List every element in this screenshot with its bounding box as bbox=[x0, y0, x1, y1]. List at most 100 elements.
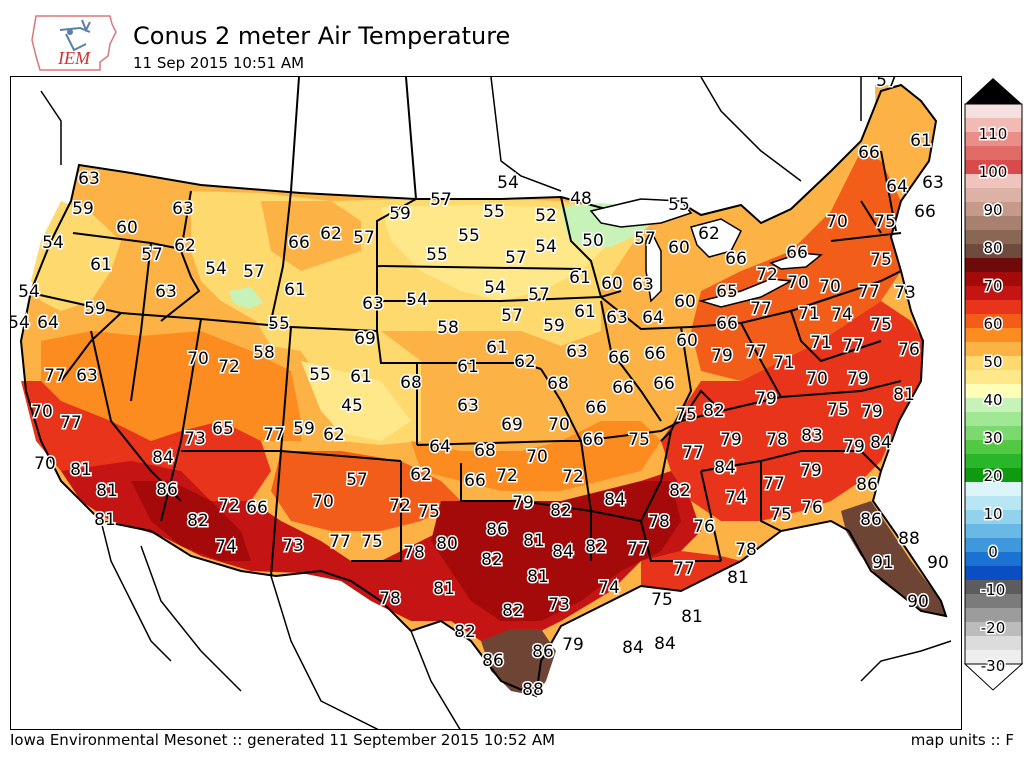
colorbar-band bbox=[965, 342, 1022, 357]
station-temperature-value: 55 bbox=[309, 365, 331, 385]
station-temperature-value: 79 bbox=[512, 493, 534, 513]
station-temperature-value: 54 bbox=[42, 233, 64, 253]
colorbar-band bbox=[965, 622, 1022, 637]
station-temperature-value: 74 bbox=[725, 488, 747, 508]
station-temperature-value: 78 bbox=[766, 430, 788, 450]
station-temperature-value: 75 bbox=[418, 502, 440, 522]
station-temperature-value: 62 bbox=[320, 224, 342, 244]
station-temperature-value: 60 bbox=[116, 218, 138, 238]
station-temperature-value: 81 bbox=[433, 579, 455, 599]
station-temperature-value: 75 bbox=[651, 590, 673, 610]
colorbar-band bbox=[965, 454, 1022, 469]
station-temperature-value: 79 bbox=[562, 635, 584, 655]
colorbar-band bbox=[965, 160, 1022, 175]
colorbar-band bbox=[965, 356, 1022, 371]
station-temperature-value: 82 bbox=[550, 501, 572, 521]
station-temperature-value: 61 bbox=[457, 357, 479, 377]
station-temperature-value: 90 bbox=[927, 553, 949, 573]
colorbar-band bbox=[965, 496, 1022, 511]
station-temperature-value: 70 bbox=[548, 415, 570, 435]
station-temperature-value: 81 bbox=[96, 481, 118, 501]
station-temperature-value: 55 bbox=[458, 226, 480, 246]
station-temperature-value: 81 bbox=[70, 460, 92, 480]
station-temperature-value: 75 bbox=[827, 400, 849, 420]
zone-50-55 bbox=[381, 205, 611, 301]
colorbar-band bbox=[965, 594, 1022, 609]
station-temperature-value: 61 bbox=[284, 280, 306, 300]
zone-60-65-nengland bbox=[875, 85, 936, 171]
station-temperature-value: 84 bbox=[714, 458, 736, 478]
station-temperature-value: 66 bbox=[608, 348, 630, 368]
station-temperature-value: 63 bbox=[155, 282, 177, 302]
station-temperature-value: 57 bbox=[634, 229, 656, 249]
station-temperature-value: 81 bbox=[523, 531, 545, 551]
colorbar-tick-label: 110 bbox=[979, 125, 1008, 143]
colorbar-band bbox=[965, 146, 1022, 161]
colorbar-tick-label: 100 bbox=[979, 163, 1008, 181]
station-temperature-value: 57 bbox=[353, 228, 375, 248]
colorbar-band bbox=[965, 482, 1022, 497]
colorbar-min-arrow-icon bbox=[963, 663, 1024, 691]
colorbar-band bbox=[965, 384, 1022, 399]
station-temperature-value: 72 bbox=[218, 357, 240, 377]
station-temperature-value: 75 bbox=[628, 430, 650, 450]
zone-65-70 bbox=[41, 331, 301, 441]
station-temperature-value: 63 bbox=[457, 396, 479, 416]
colorbar-band bbox=[965, 104, 1022, 119]
station-temperature-value: 59 bbox=[389, 204, 411, 224]
station-temperature-value: 73 bbox=[894, 283, 916, 303]
station-temperature-value: 79 bbox=[711, 346, 733, 366]
station-temperature-value: 88 bbox=[898, 529, 920, 549]
station-temperature-value: 54 bbox=[11, 313, 30, 333]
station-temperature-value: 71 bbox=[810, 333, 832, 353]
station-temperature-value: 79 bbox=[843, 437, 865, 457]
station-temperature-value: 82 bbox=[502, 601, 524, 621]
station-temperature-value: 57 bbox=[346, 470, 368, 490]
station-temperature-value: 77 bbox=[329, 532, 351, 552]
station-temperature-value: 81 bbox=[527, 567, 549, 587]
colorbar-band bbox=[965, 468, 1022, 483]
colorbar-tick-label: -30 bbox=[981, 657, 1006, 675]
station-temperature-value: 60 bbox=[674, 292, 696, 312]
station-temperature-value: 59 bbox=[84, 299, 106, 319]
colorbar-band bbox=[965, 188, 1022, 203]
station-temperature-value: 48 bbox=[570, 189, 592, 209]
zone-90-95-florida bbox=[841, 501, 946, 616]
logo-text: IEM bbox=[57, 48, 91, 68]
station-temperature-value: 79 bbox=[800, 461, 822, 481]
colorbar-band bbox=[965, 398, 1022, 413]
station-temperature-value: 57 bbox=[528, 285, 550, 305]
iem-logo: IEM bbox=[30, 10, 118, 74]
station-temperature-value: 63 bbox=[76, 366, 98, 386]
colorbar-band bbox=[965, 552, 1022, 567]
station-temperature-value: 77 bbox=[750, 299, 772, 319]
station-temperature-value: 77 bbox=[673, 559, 695, 579]
station-temperature-value: 77 bbox=[627, 539, 649, 559]
station-temperature-value: 66 bbox=[858, 143, 880, 163]
station-temperature-value: 72 bbox=[218, 496, 240, 516]
station-temperature-value: 79 bbox=[847, 369, 869, 389]
station-temperature-value: 84 bbox=[622, 638, 644, 658]
station-temperature-value: 65 bbox=[716, 282, 738, 302]
colorbar-tick-label: 60 bbox=[983, 315, 1002, 333]
station-temperature-value: 82 bbox=[585, 537, 607, 557]
station-temperature-value: 78 bbox=[403, 543, 425, 563]
temperature-colorbar: 110 100 90 80 70 60 50 40 30 20 10 0 -10 -20 -30 bbox=[963, 76, 1024, 692]
colorbar-tick-label: -10 bbox=[981, 581, 1006, 599]
station-temperature-value: 77 bbox=[263, 425, 285, 445]
station-temperature-value: 45 bbox=[341, 396, 363, 416]
colorbar-band bbox=[965, 118, 1022, 133]
station-temperature-value: 77 bbox=[682, 443, 704, 463]
station-temperature-value: 72 bbox=[389, 496, 411, 516]
station-temperature-value: 68 bbox=[474, 441, 496, 461]
station-temperature-value: 66 bbox=[612, 378, 634, 398]
station-temperature-value: 76 bbox=[898, 340, 920, 360]
station-temperature-value: 84 bbox=[552, 542, 574, 562]
station-temperature-value: 58 bbox=[253, 343, 275, 363]
station-temperature-value: 66 bbox=[725, 249, 747, 269]
station-temperature-value: 76 bbox=[801, 498, 823, 518]
station-temperature-value: 79 bbox=[720, 430, 742, 450]
station-temperature-value: 70 bbox=[31, 402, 53, 422]
station-temperature-value: 86 bbox=[482, 651, 504, 671]
